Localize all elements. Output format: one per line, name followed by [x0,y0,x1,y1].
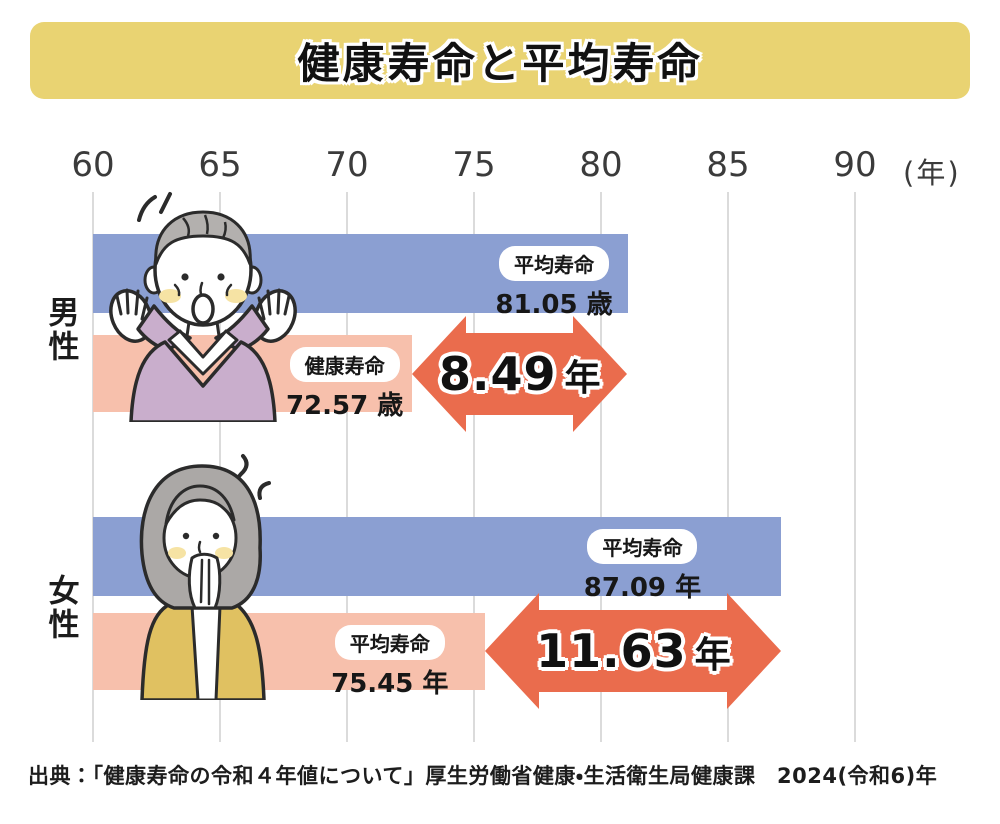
title-banner: 健康寿命と平均寿命 [30,22,970,99]
row-label-female: 女性 [42,574,79,642]
bar-label-pill: 平均寿命 [587,529,698,564]
gap-years-unit: 年 [694,635,731,676]
gridline [727,192,729,742]
axis-unit-label: (年) [903,156,961,190]
gap-years-number: 8.49 [439,347,557,401]
gridline [473,192,475,742]
row-label-male: 男性 [42,296,79,364]
bar-value: 81.05 歳 [495,290,613,320]
bar-value: 72.57 歳 [285,391,404,421]
surprise-mark-icon [137,192,172,222]
page-title: 健康寿命と平均寿命 [297,39,703,88]
axis-tick-label: 90 [833,145,877,185]
man-illustration [109,192,297,422]
gap-arrow-male [412,316,628,432]
axis-tick-label: 75 [452,145,496,185]
gridline [346,192,348,742]
bar-tag: 健康寿命 72.57 歳 [286,347,403,422]
bar-value: 87.09 年 [583,573,702,603]
bar-value: 75.45 年 [331,669,449,699]
gridline [854,192,856,742]
axis-tick-label: 65 [198,145,242,185]
bar-label-pill: 健康寿命 [289,347,400,382]
bar-label-pill: 平均寿命 [334,625,445,660]
bar-label-pill: 平均寿命 [499,246,609,281]
axis-tick-label: 60 [71,145,115,185]
bar-tag: 平均寿命 75.45 年 [331,625,448,700]
axis-tick-label: 70 [325,145,369,185]
source-note: 出典：「健康寿命の令和４年値について」厚生労働省健康・生活衛生局健康課 2024… [28,764,938,788]
gap-years-number: 11.63 [536,624,687,678]
woman-illustration [139,454,271,700]
gridline [600,192,602,742]
gridline [92,192,94,742]
axis-tick-label: 80 [579,145,623,185]
gap-arrow-female [485,593,782,709]
gap-label-female: 11.63 年 [536,624,731,678]
bar-tag: 平均寿命 81.05 歳 [495,246,613,321]
gap-years-unit: 年 [564,358,601,399]
gap-label-male: 8.49 年 [439,347,601,401]
axis-tick-label: 85 [706,145,750,185]
bar-tag: 平均寿命 87.09 年 [584,529,701,604]
